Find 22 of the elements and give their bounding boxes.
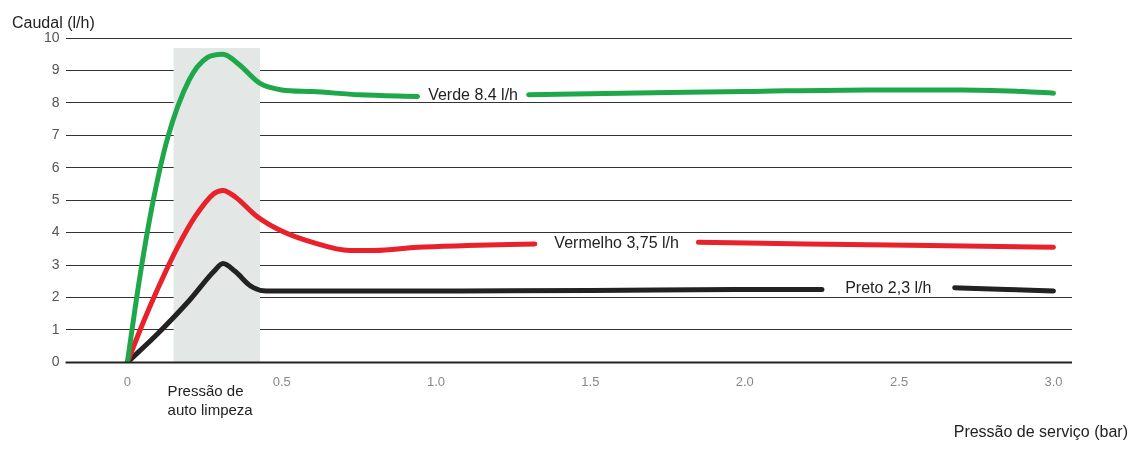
band-label: Pressão de auto limpeza — [167, 382, 254, 419]
y-tick-label: 5 — [51, 191, 60, 208]
y-tick-label: 8 — [51, 93, 60, 110]
x-tick-label: 2.0 — [735, 373, 754, 389]
y-tick-label: 9 — [51, 61, 60, 78]
series-label: Preto 2,3 l/h — [845, 279, 932, 297]
x-axis-title: Pressão de serviço (bar) — [953, 422, 1128, 440]
x-tick-label: 2.5 — [890, 373, 909, 389]
y-tick-label: 6 — [51, 158, 60, 175]
x-tick-label: 1.5 — [581, 373, 600, 389]
x-tick-label: 0 — [123, 373, 131, 389]
y-tick-label: 4 — [51, 223, 60, 240]
x-tick-label: 1.0 — [427, 373, 446, 389]
x-tick-label: 0.5 — [272, 373, 291, 389]
x-tick-label: 3.0 — [1044, 373, 1063, 389]
y-tick-label: 1 — [51, 320, 60, 337]
series-label: Verde 8.4 l/h — [428, 85, 518, 103]
y-tick-label: 2 — [51, 288, 60, 305]
y-tick-label: 7 — [51, 126, 60, 143]
series-label: Vermelho 3,75 l/h — [554, 233, 679, 251]
y-tick-label: 3 — [51, 255, 60, 272]
y-tick-label: 0 — [51, 353, 60, 370]
